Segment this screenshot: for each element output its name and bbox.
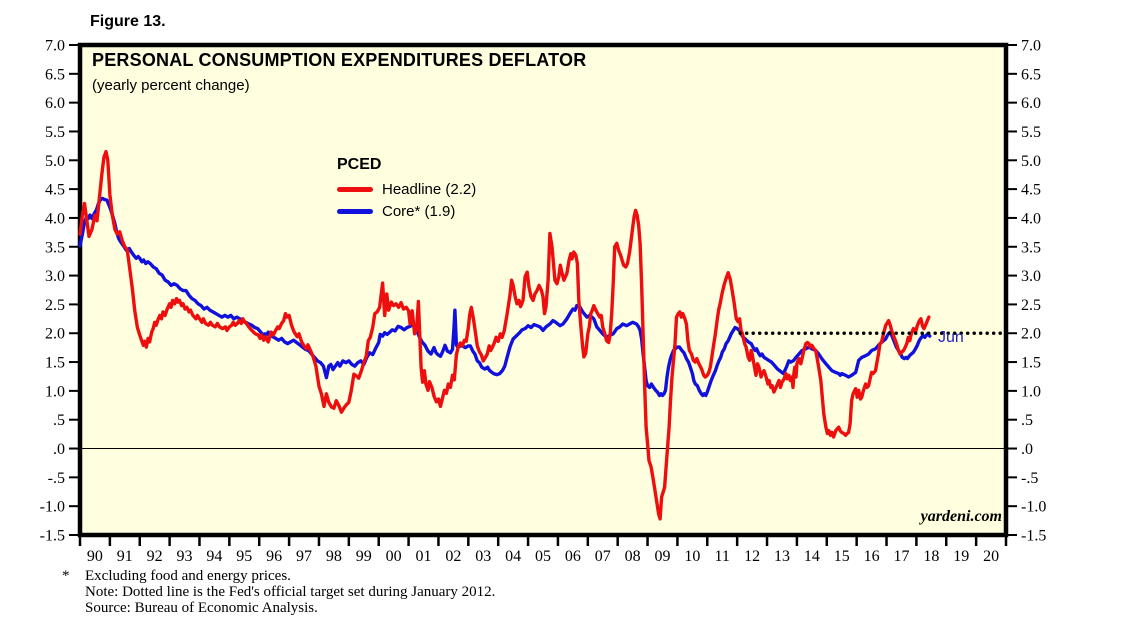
y-axis-label-right: 6.5 [1021, 66, 1041, 83]
x-axis-year-label: 94 [206, 548, 222, 565]
series-line-headline [78, 149, 931, 521]
chart-subtitle: (yearly percent change) [92, 77, 250, 94]
x-axis-year-label: 12 [744, 548, 760, 565]
footnote-line-3: Source: Bureau of Economic Analysis. [62, 600, 495, 616]
y-axis-label-right: 5.0 [1021, 153, 1041, 170]
y-axis-label-right: -.5 [1021, 470, 1038, 487]
legend-label-headline: Headline (2.2) [382, 180, 477, 198]
y-axis-label-left: 3.5 [45, 239, 65, 256]
y-axis-label-left: 4.0 [45, 210, 65, 227]
x-axis-year-label: 08 [625, 548, 641, 565]
legend-heading: PCED [337, 156, 382, 173]
y-axis-label-left: -1.5 [40, 528, 65, 545]
y-axis-label-right: 4.5 [1021, 182, 1041, 199]
x-axis-year-label: 99 [356, 548, 372, 565]
x-axis-year-label: 18 [923, 548, 939, 565]
y-axis-label-left: 5.5 [45, 124, 65, 141]
y-axis-label-left: 2.0 [45, 326, 65, 343]
y-axis-label-left: 4.5 [45, 182, 65, 199]
y-axis-label-right: -1.5 [1021, 528, 1046, 545]
x-axis-year-label: 04 [505, 548, 521, 565]
latest-month-annotation: Jun [938, 329, 964, 346]
y-axis-label-right: 5.5 [1021, 124, 1041, 141]
footnote-asterisk: * [62, 568, 70, 584]
footnote-text-2: Note: Dotted line is the Fed's official … [85, 584, 496, 600]
x-axis-year-label: 91 [117, 548, 133, 565]
y-axis-label-right: 7.0 [1021, 38, 1041, 55]
y-axis-label-left: 2.5 [45, 297, 65, 314]
y-axis-label-left: 1.5 [45, 355, 65, 372]
x-axis-year-label: 10 [684, 548, 700, 565]
x-axis-year-label: 02 [445, 548, 461, 565]
footnote-text-1: Excluding food and energy prices. [85, 568, 291, 584]
footnotes: * Excluding food and energy prices. Note… [62, 568, 495, 616]
x-axis-year-label: 93 [177, 548, 193, 565]
legend-label-core: Core* (1.9) [382, 202, 456, 220]
x-axis-year-label: 20 [983, 548, 999, 565]
x-axis-year-label: 07 [595, 548, 611, 565]
y-axis-label-left: 3.0 [45, 268, 65, 285]
x-axis-year-label: 06 [565, 548, 581, 565]
y-axis-label-right: 2.5 [1021, 297, 1041, 314]
y-axis-label-left: 7.0 [45, 38, 65, 55]
footnote-line-2: Note: Dotted line is the Fed's official … [62, 584, 495, 600]
x-axis-year-label: 92 [147, 548, 163, 565]
chart-legend: PCED Headline (2.2) Core* (1.9) [337, 156, 476, 222]
footnote-text-3: Source: Bureau of Economic Analysis. [85, 600, 318, 616]
y-axis-label-right: 6.0 [1021, 95, 1041, 112]
x-axis-year-label: 97 [296, 548, 312, 565]
x-axis-year-label: 00 [386, 548, 402, 565]
y-axis-label-left: 1.0 [45, 383, 65, 400]
y-axis-label-left: 6.0 [45, 95, 65, 112]
legend-swatch-core-icon [337, 208, 373, 214]
y-axis-label-right: .5 [1021, 412, 1033, 429]
y-axis-label-left: -.5 [48, 470, 65, 487]
y-axis-label-right: 3.5 [1021, 239, 1041, 256]
y-axis-label-left: 6.5 [45, 66, 65, 83]
x-axis-year-label: 05 [535, 548, 551, 565]
y-axis-label-right: 1.0 [1021, 383, 1041, 400]
y-axis-label-right: -1.0 [1021, 499, 1046, 516]
x-axis-year-label: 11 [715, 548, 730, 565]
x-axis-year-label: 14 [804, 548, 820, 565]
y-axis-label-left: 5.0 [45, 153, 65, 170]
y-axis-label-right: .0 [1021, 441, 1033, 458]
x-axis-year-label: 98 [326, 548, 342, 565]
y-axis-label-left: .5 [53, 412, 65, 429]
series-line-core [78, 196, 932, 398]
x-axis-year-label: 01 [416, 548, 432, 565]
y-axis-label-left: -1.0 [40, 499, 65, 516]
x-axis-year-label: 17 [893, 548, 909, 565]
legend-row-core: Core* (1.9) [337, 200, 476, 222]
figure-label: Figure 13. [90, 13, 166, 30]
legend-rows: Headline (2.2) Core* (1.9) [337, 178, 476, 222]
x-axis-year-label: 15 [834, 548, 850, 565]
watermark-yardeni: yardeni.com [920, 508, 1002, 525]
y-axis-label-right: 4.0 [1021, 210, 1041, 227]
y-axis-label-right: 1.5 [1021, 355, 1041, 372]
x-axis-year-label: 16 [864, 548, 880, 565]
x-axis-year-label: 13 [774, 548, 790, 565]
x-axis-year-label: 95 [236, 548, 252, 565]
x-axis-year-label: 09 [654, 548, 670, 565]
y-axis-label-left: .0 [53, 441, 65, 458]
y-axis-label-right: 3.0 [1021, 268, 1041, 285]
legend-row-headline: Headline (2.2) [337, 178, 476, 200]
x-axis-year-label: 19 [953, 548, 969, 565]
x-axis-year-label: 03 [475, 548, 491, 565]
x-axis-year-label: 96 [266, 548, 282, 565]
x-axis-year-label: 90 [87, 548, 103, 565]
y-axis-label-right: 2.0 [1021, 326, 1041, 343]
footnote-line-1: * Excluding food and energy prices. [62, 568, 495, 584]
legend-swatch-headline-icon [337, 186, 373, 192]
chart-title: PERSONAL CONSUMPTION EXPENDITURES DEFLAT… [92, 50, 587, 70]
